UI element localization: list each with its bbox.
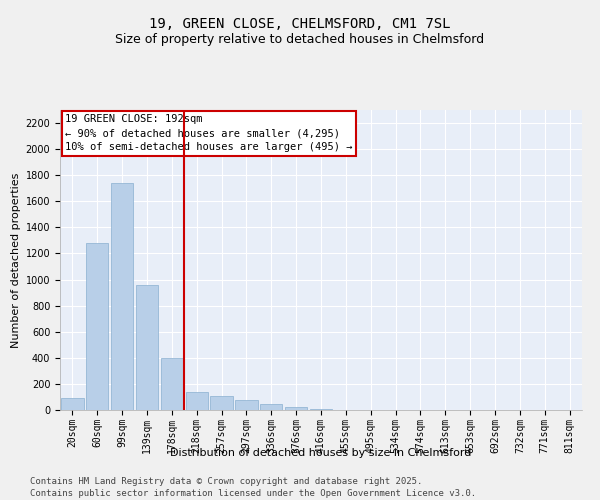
Text: 19, GREEN CLOSE, CHELMSFORD, CM1 7SL: 19, GREEN CLOSE, CHELMSFORD, CM1 7SL: [149, 18, 451, 32]
Y-axis label: Number of detached properties: Number of detached properties: [11, 172, 22, 348]
Bar: [260, 404, 283, 410]
Text: 19 GREEN CLOSE: 192sqm
← 90% of detached houses are smaller (4,295)
10% of semi-: 19 GREEN CLOSE: 192sqm ← 90% of detached…: [65, 114, 353, 152]
Bar: [285, 408, 307, 410]
Bar: [211, 396, 233, 410]
Bar: [235, 400, 257, 410]
Bar: [161, 358, 183, 410]
Bar: [86, 243, 109, 410]
Bar: [111, 183, 133, 410]
Bar: [185, 392, 208, 410]
Text: Size of property relative to detached houses in Chelmsford: Size of property relative to detached ho…: [115, 32, 485, 46]
Bar: [136, 285, 158, 410]
Text: Contains HM Land Registry data © Crown copyright and database right 2025.
Contai: Contains HM Land Registry data © Crown c…: [30, 476, 476, 498]
Bar: [61, 398, 83, 410]
Text: Distribution of detached houses by size in Chelmsford: Distribution of detached houses by size …: [170, 448, 472, 458]
